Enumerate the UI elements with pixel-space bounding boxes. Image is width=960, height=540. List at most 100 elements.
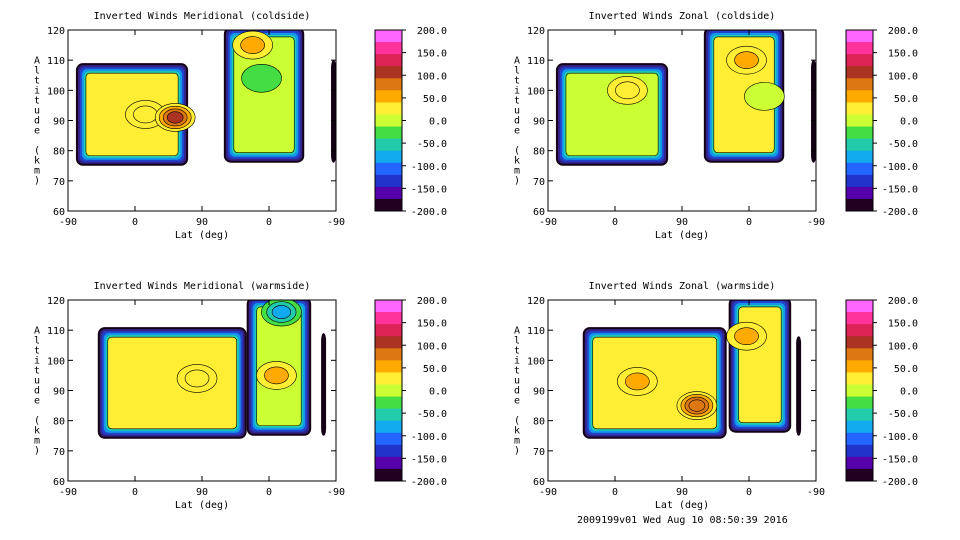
y-label-char: e — [514, 396, 520, 407]
y-label-char: u — [34, 376, 40, 387]
contour-feature — [133, 105, 158, 124]
contour-feature — [240, 36, 265, 54]
colorbar-segment — [375, 396, 402, 410]
colorbar-segment — [846, 162, 873, 176]
colorbar-segment — [375, 336, 402, 349]
colorbar-segment — [846, 42, 873, 55]
y-label-char: ) — [514, 176, 520, 187]
y-label-char: d — [34, 386, 40, 397]
y-label-char: ) — [34, 176, 40, 187]
colorbar-segment — [846, 150, 873, 164]
y-label-char: t — [34, 76, 40, 87]
y-label-char: d — [34, 116, 40, 127]
colorbar-segment — [375, 30, 402, 43]
y-label-char: d — [514, 116, 520, 127]
colorbar-segment — [846, 444, 873, 458]
x-axis-label: Lat (deg) — [655, 230, 709, 241]
y-label-char: t — [514, 76, 520, 87]
plot-area — [97, 300, 327, 439]
colorbar-label: 200.0 — [888, 296, 918, 307]
y-label-char: e — [34, 126, 40, 137]
colorbar-segment — [375, 174, 402, 188]
x-tick-label: 0 — [266, 487, 272, 498]
colorbar-label: -50.0 — [417, 409, 447, 420]
x-tick-label: -90 — [807, 217, 825, 228]
x-tick-label: -90 — [327, 487, 345, 498]
contour-feature — [734, 327, 759, 346]
y-label-char: k — [34, 426, 40, 437]
colorbar-segment — [846, 348, 873, 361]
x-tick-label: 0 — [266, 217, 272, 228]
colorbar-label: 100.0 — [888, 341, 918, 352]
colorbar-label: -200.0 — [411, 477, 447, 488]
x-tick-label: 0 — [132, 217, 138, 228]
colorbar-label: -200.0 — [411, 207, 447, 218]
y-label-char: A — [34, 326, 40, 337]
y-tick-label: 120 — [527, 26, 545, 37]
colorbar-segment — [846, 312, 873, 325]
colorbar-segment — [846, 468, 873, 482]
colorbar-label: 0.0 — [429, 387, 447, 398]
chart-title: Inverted Winds Meridional (warmside) — [94, 281, 311, 292]
y-tick-label: 100 — [47, 356, 65, 367]
colorbar-segment — [846, 126, 873, 140]
colorbar-segment — [375, 150, 402, 164]
y-tick-label: 90 — [533, 117, 545, 128]
colorbar-segment — [375, 42, 402, 55]
panel-1: Inverted Winds Meridional (coldside) -90 0… — [34, 11, 447, 241]
colorbar-segment — [375, 78, 402, 91]
colorbar-label: -100.0 — [882, 432, 918, 443]
x-tick-label: 90 — [676, 217, 688, 228]
y-tick-label: 70 — [53, 447, 65, 458]
colorbar-segment — [375, 300, 402, 313]
chart-title: Inverted Winds Meridional (coldside) — [94, 11, 311, 22]
colorbar-segment — [375, 90, 402, 103]
colorbar-segment — [846, 186, 873, 200]
y-tick-label: 70 — [53, 177, 65, 188]
contour-feature — [734, 51, 759, 69]
plot-area — [555, 30, 816, 166]
y-tick-label: 120 — [47, 296, 65, 307]
colorbar-segment — [846, 300, 873, 313]
panel-3: Inverted Winds Meridional (warmside) -90 0… — [34, 281, 447, 511]
y-label-char: m — [514, 166, 520, 177]
y-label-char: ( — [514, 416, 520, 427]
colorbar-segment — [375, 102, 402, 115]
colorbar-segment — [375, 456, 402, 470]
region-border — [796, 336, 802, 436]
y-label-char: ( — [34, 146, 40, 157]
y-label-char: A — [34, 56, 40, 67]
contour-feature — [744, 82, 785, 111]
region-border — [331, 60, 336, 163]
colorbar-segment — [846, 420, 873, 434]
colorbar-segment — [375, 444, 402, 458]
contour-feature — [271, 305, 292, 320]
colorbar-label: 200.0 — [417, 296, 447, 307]
x-tick-label: -90 — [539, 217, 557, 228]
colorbar-label: -150.0 — [411, 184, 447, 195]
y-label-char: l — [514, 66, 520, 77]
y-tick-label: 70 — [533, 447, 545, 458]
x-tick-label: 0 — [746, 217, 752, 228]
colorbar-segment — [846, 54, 873, 67]
colorbar-label: 50.0 — [894, 364, 918, 375]
colorbar-segment — [375, 420, 402, 434]
colorbar-label: -50.0 — [888, 139, 918, 150]
y-label-char: m — [514, 436, 520, 447]
colorbar-label: -200.0 — [882, 477, 918, 488]
y-label-char: t — [34, 96, 40, 107]
colorbar-segment — [846, 372, 873, 385]
contour-feature — [625, 372, 650, 391]
colorbar-segment — [375, 372, 402, 385]
colorbar-segment — [846, 174, 873, 188]
colorbar-segment — [846, 396, 873, 410]
colorbar-segment — [846, 66, 873, 79]
colorbar-label: 150.0 — [417, 319, 447, 330]
y-label-char: i — [514, 356, 520, 367]
contour-feature — [166, 111, 184, 124]
colorbar-segment — [846, 384, 873, 398]
colorbar-label: 200.0 — [417, 26, 447, 37]
colorbar-label: -100.0 — [411, 432, 447, 443]
colorbar-segment — [846, 456, 873, 470]
